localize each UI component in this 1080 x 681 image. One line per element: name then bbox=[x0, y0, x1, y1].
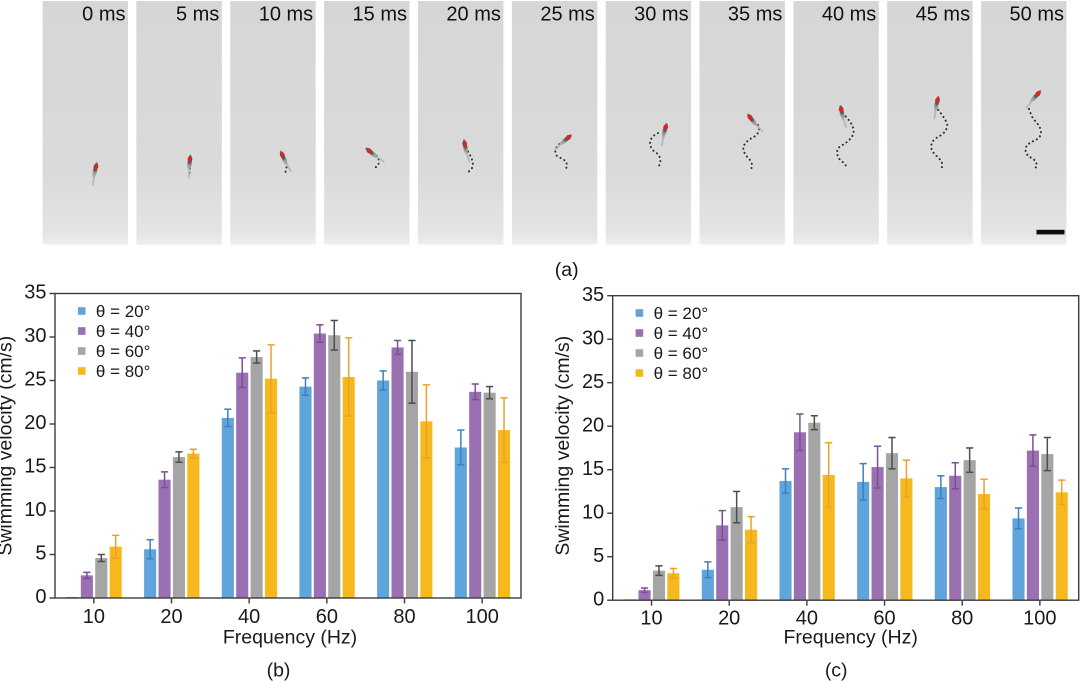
svg-text:Swimming velocity (cm/s): Swimming velocity (cm/s) bbox=[552, 336, 574, 556]
svg-text:40: 40 bbox=[238, 606, 260, 628]
svg-text:5 ms: 5 ms bbox=[176, 4, 219, 26]
svg-text:20: 20 bbox=[582, 414, 604, 436]
svg-text:35 ms: 35 ms bbox=[728, 4, 782, 26]
svg-text:5: 5 bbox=[593, 545, 604, 567]
svg-text:0 ms: 0 ms bbox=[82, 4, 125, 26]
svg-text:40: 40 bbox=[796, 608, 818, 630]
svg-text:30: 30 bbox=[582, 327, 604, 349]
svg-text:45 ms: 45 ms bbox=[916, 4, 970, 26]
svg-text:20 ms: 20 ms bbox=[446, 4, 500, 26]
svg-text:θ = 80°: θ = 80° bbox=[654, 364, 709, 383]
svg-text:10 ms: 10 ms bbox=[259, 4, 313, 26]
svg-text:20: 20 bbox=[718, 608, 740, 630]
svg-text:40 ms: 40 ms bbox=[822, 4, 876, 26]
svg-text:10: 10 bbox=[582, 501, 604, 523]
svg-text:Swimming velocity (cm/s): Swimming velocity (cm/s) bbox=[0, 336, 17, 556]
svg-text:60: 60 bbox=[316, 606, 338, 628]
svg-text:80: 80 bbox=[951, 608, 973, 630]
svg-text:100: 100 bbox=[465, 606, 498, 628]
svg-text:15: 15 bbox=[582, 458, 604, 480]
svg-text:Frequency (Hz): Frequency (Hz) bbox=[223, 627, 357, 649]
svg-text:80: 80 bbox=[393, 606, 415, 628]
svg-text:θ = 60°: θ = 60° bbox=[654, 344, 709, 363]
svg-text:20: 20 bbox=[160, 606, 182, 628]
svg-text:0: 0 bbox=[593, 588, 604, 610]
svg-text:(c): (c) bbox=[825, 660, 848, 681]
svg-text:10: 10 bbox=[24, 499, 46, 521]
svg-text:35: 35 bbox=[24, 282, 46, 304]
svg-text:100: 100 bbox=[1023, 608, 1056, 630]
svg-text:(b): (b) bbox=[267, 660, 291, 681]
svg-text:35: 35 bbox=[582, 284, 604, 306]
svg-text:50 ms: 50 ms bbox=[1010, 4, 1064, 26]
svg-text:θ = 40°: θ = 40° bbox=[654, 324, 709, 343]
svg-text:Frequency (Hz): Frequency (Hz) bbox=[784, 627, 918, 649]
svg-text:10: 10 bbox=[83, 606, 105, 628]
svg-text:θ = 20°: θ = 20° bbox=[96, 302, 151, 321]
svg-text:25 ms: 25 ms bbox=[540, 4, 594, 26]
svg-text:(a): (a) bbox=[555, 259, 579, 281]
svg-text:30 ms: 30 ms bbox=[634, 4, 688, 26]
svg-text:15 ms: 15 ms bbox=[353, 4, 407, 26]
svg-text:10: 10 bbox=[640, 608, 662, 630]
svg-text:20: 20 bbox=[24, 412, 46, 434]
svg-text:0: 0 bbox=[35, 586, 46, 608]
svg-text:θ = 80°: θ = 80° bbox=[96, 362, 151, 381]
svg-text:θ = 40°: θ = 40° bbox=[96, 322, 151, 341]
svg-text:25: 25 bbox=[582, 371, 604, 393]
svg-text:25: 25 bbox=[24, 369, 46, 391]
svg-text:θ = 60°: θ = 60° bbox=[96, 342, 151, 361]
svg-text:θ = 20°: θ = 20° bbox=[654, 304, 709, 323]
svg-text:5: 5 bbox=[35, 543, 46, 565]
svg-text:15: 15 bbox=[24, 456, 46, 478]
svg-text:30: 30 bbox=[24, 325, 46, 347]
svg-text:60: 60 bbox=[873, 608, 895, 630]
